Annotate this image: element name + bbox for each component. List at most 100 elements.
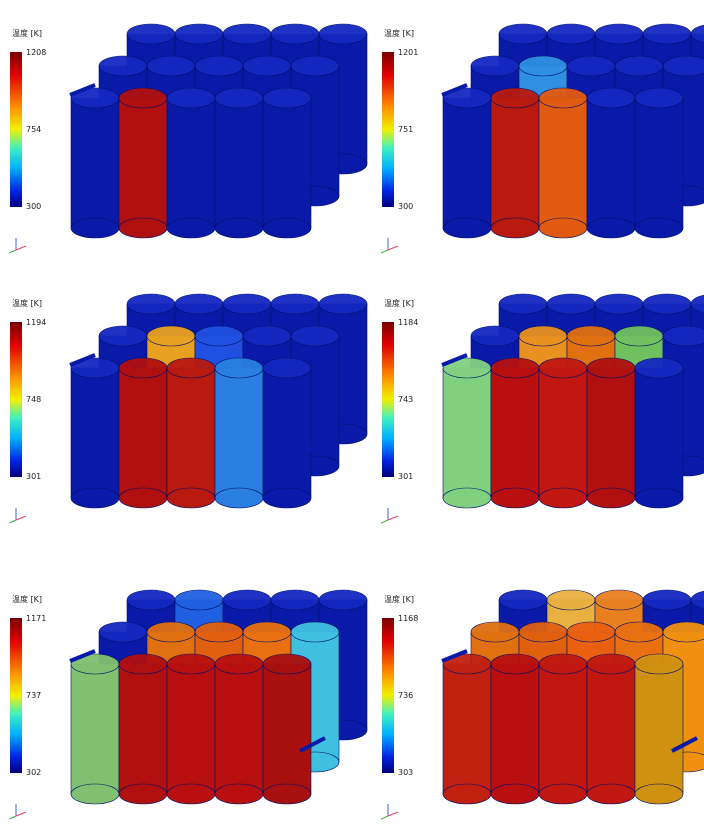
cell-bottom xyxy=(70,487,120,509)
panel: 温度 [K] 1171 737 302 xyxy=(8,589,368,820)
cell-bottom xyxy=(586,783,636,805)
cell-top xyxy=(174,589,224,611)
terminal xyxy=(441,649,468,663)
cell-body xyxy=(634,367,684,499)
panel: 温度 [K] 1208 754 300 xyxy=(8,23,368,254)
cell-body xyxy=(442,97,492,229)
cell-body xyxy=(70,97,120,229)
cell-bottom xyxy=(634,217,684,239)
cell-top xyxy=(690,294,704,314)
cell-body xyxy=(490,97,540,229)
cell-top xyxy=(614,621,664,643)
cell-bottom xyxy=(634,783,684,805)
cell-bottom xyxy=(538,487,588,509)
scale-label: 温度 [K] xyxy=(12,594,42,604)
cell-top xyxy=(174,293,224,315)
cell-bottom xyxy=(118,783,168,805)
cell-top xyxy=(242,55,292,77)
cell-body xyxy=(538,663,588,795)
cell-body xyxy=(490,367,540,499)
cell-bottom xyxy=(586,487,636,509)
cell-top xyxy=(270,293,320,315)
cell-bottom xyxy=(586,217,636,239)
cell-bottom xyxy=(442,487,492,509)
cell-top xyxy=(290,621,340,643)
cell-top xyxy=(538,357,588,379)
cell-top xyxy=(690,590,704,610)
cell-top xyxy=(614,325,664,347)
scale-mid: 743 xyxy=(398,395,413,404)
cell-body xyxy=(166,367,216,499)
cell-top xyxy=(118,357,168,379)
cell-top xyxy=(498,293,548,315)
axis-icon xyxy=(8,519,17,524)
cell-top xyxy=(566,621,616,643)
cell-top xyxy=(662,55,704,77)
cell-bottom xyxy=(538,217,588,239)
cell-top xyxy=(518,621,568,643)
cell-top xyxy=(538,87,588,109)
cell-top xyxy=(318,23,368,45)
cell-top xyxy=(194,325,244,347)
cell-top xyxy=(470,55,520,77)
cell-top xyxy=(546,293,596,315)
cell-bottom xyxy=(634,487,684,509)
cell-top xyxy=(270,589,320,611)
cell-top xyxy=(470,621,520,643)
cell-top xyxy=(222,589,272,611)
cell-body xyxy=(118,367,168,499)
cell-top xyxy=(174,23,224,45)
cell-top xyxy=(642,589,692,611)
cell-bottom xyxy=(490,487,540,509)
cell-body xyxy=(586,367,636,499)
cell-body xyxy=(214,97,264,229)
cell-top xyxy=(662,325,704,347)
cell-top xyxy=(194,55,244,77)
scale-max: 1168 xyxy=(398,614,418,623)
cell-bottom xyxy=(166,487,216,509)
cell-bottom xyxy=(70,217,120,239)
cell-top xyxy=(546,23,596,45)
cell-top xyxy=(126,589,176,611)
cell-top xyxy=(214,87,264,109)
cell-top xyxy=(586,653,636,675)
cell-top xyxy=(662,621,704,643)
cell-bottom xyxy=(166,217,216,239)
cell-bottom xyxy=(262,217,312,239)
colorbar xyxy=(382,52,394,207)
scale-max: 1194 xyxy=(26,318,46,327)
axis-icon xyxy=(15,811,27,817)
scale-min: 300 xyxy=(398,202,413,211)
cell-top xyxy=(614,55,664,77)
cell-top xyxy=(242,621,292,643)
cell-body xyxy=(442,367,492,499)
cell-top xyxy=(318,293,368,315)
cell-top xyxy=(566,325,616,347)
cell-top xyxy=(634,357,684,379)
cell-body xyxy=(70,367,120,499)
cell-top xyxy=(594,589,644,611)
cell-top xyxy=(586,357,636,379)
cell-top xyxy=(498,23,548,45)
cell-bottom xyxy=(262,783,312,805)
cell-top xyxy=(642,293,692,315)
cell-bottom xyxy=(214,217,264,239)
axis-icon xyxy=(380,249,389,254)
cell-top xyxy=(546,589,596,611)
cell-body xyxy=(70,663,120,795)
cell-top xyxy=(490,653,540,675)
cell-body xyxy=(118,663,168,795)
cell-top xyxy=(146,55,196,77)
cell-top xyxy=(586,87,636,109)
colorbar xyxy=(382,618,394,773)
panel: 温度 [K] 1184 743 301 xyxy=(380,293,704,524)
cell-top xyxy=(126,293,176,315)
axis-icon xyxy=(8,249,17,254)
cell-top xyxy=(146,621,196,643)
cell-top xyxy=(690,24,704,44)
cell-top xyxy=(642,23,692,45)
scale-max: 1201 xyxy=(398,48,418,57)
cell-top xyxy=(146,325,196,347)
cell-top xyxy=(566,55,616,77)
cell-top xyxy=(470,325,520,347)
